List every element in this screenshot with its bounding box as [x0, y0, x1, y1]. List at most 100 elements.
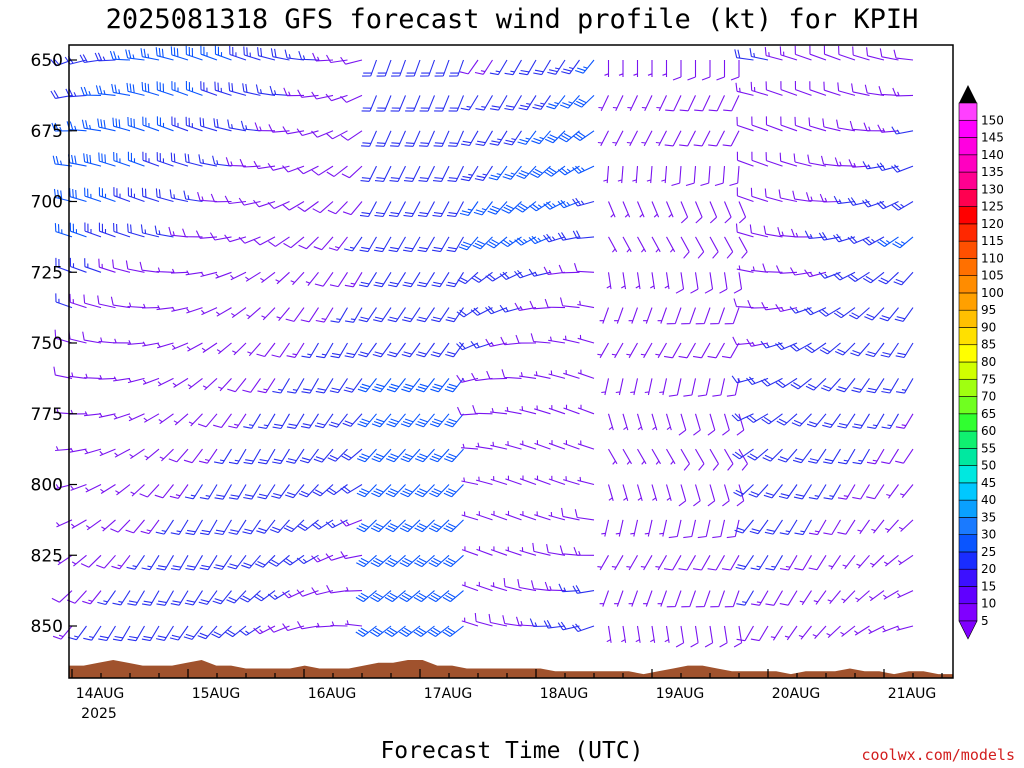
wind-barb — [169, 484, 189, 499]
wind-barb — [704, 272, 714, 294]
wind-barb — [461, 617, 479, 627]
wind-barb — [597, 555, 609, 571]
colorbar-label: 100 — [981, 286, 1004, 300]
wind-barb — [666, 236, 676, 253]
wind-barb — [51, 590, 73, 603]
wind-barb — [420, 59, 436, 77]
wind-barb — [228, 519, 247, 535]
wind-barb — [695, 590, 711, 608]
wind-barb — [305, 271, 319, 286]
wind-barb — [763, 225, 783, 238]
colorbar-label: 85 — [981, 338, 996, 352]
wind-barb — [200, 45, 218, 61]
wind-barb — [296, 589, 319, 597]
wind-barb — [866, 413, 885, 429]
wind-barb — [69, 222, 87, 238]
wind-barb — [622, 448, 632, 465]
colorbar-label: 75 — [981, 372, 996, 386]
wind-barb — [709, 236, 719, 259]
wind-barb — [376, 59, 392, 77]
wind-barb — [724, 448, 734, 471]
wind-barb — [447, 165, 464, 182]
wind-barb — [775, 341, 798, 351]
wind-barb — [195, 230, 218, 239]
wind-barb — [533, 59, 551, 76]
wind-barb — [430, 342, 450, 358]
wind-barb — [316, 342, 334, 359]
wind-barb — [678, 484, 687, 507]
x-axis: 14AUG 15AUG 16AUG 17AUG 18AUG 19AUG 20AUG 21AUG — [71, 669, 943, 702]
wind-barb — [80, 554, 102, 568]
wind-barb — [764, 47, 783, 61]
wind-barb — [572, 165, 595, 174]
wind-barb — [724, 590, 740, 608]
wind-barb — [388, 236, 406, 253]
wind-barb — [443, 484, 464, 498]
wind-barb — [432, 201, 450, 218]
wind-barb — [257, 413, 276, 429]
wind-barb — [489, 59, 508, 76]
wind-barb — [413, 590, 435, 603]
colorbar-segment — [958, 223, 978, 242]
wind-barb — [866, 448, 885, 465]
wind-barb — [111, 554, 131, 570]
wind-barb — [626, 555, 638, 571]
wind-barb — [501, 201, 522, 214]
wind-barb — [651, 413, 658, 431]
wind-barb — [671, 166, 682, 187]
wind-barb — [548, 405, 566, 415]
wind-barb — [69, 447, 87, 453]
wind-barb — [765, 590, 783, 606]
wind-barb — [311, 519, 334, 530]
wind-barb — [54, 223, 73, 238]
wind-barb — [276, 307, 290, 322]
wind-barb — [749, 224, 769, 238]
wind-barb — [287, 378, 305, 394]
wind-barb — [430, 378, 450, 393]
wind-barb — [127, 340, 145, 345]
wind-barb — [125, 260, 145, 273]
wind-barb — [340, 551, 363, 560]
wind-barb — [603, 166, 610, 184]
wind-barb — [597, 130, 609, 147]
y-tick-label: 700 — [31, 193, 63, 213]
wind-barb — [793, 153, 812, 167]
wind-barb — [185, 519, 203, 536]
wind-barb — [384, 590, 406, 603]
wind-barb — [98, 625, 116, 642]
wind-barb — [185, 116, 203, 132]
y-tick-label: 750 — [31, 334, 63, 354]
wind-barb — [311, 130, 334, 138]
wind-barb — [822, 118, 841, 132]
wind-barb — [794, 555, 812, 571]
wind-barb — [852, 46, 870, 61]
wind-barb — [326, 585, 348, 594]
wind-barb — [827, 590, 841, 605]
colorbar-segment — [958, 448, 978, 466]
wind-barb — [213, 448, 232, 465]
wind-barb — [185, 45, 203, 61]
wind-barb — [142, 116, 160, 132]
wind-barb — [230, 271, 247, 281]
wind-barb — [794, 519, 812, 536]
wind-barb — [97, 295, 116, 309]
wind-barb — [142, 590, 160, 606]
wind-barb — [156, 555, 174, 571]
colorbar: 5 10 15 20 25 30 35 40 45 50 55 60 65 70 75 80 85 90 95 100… — [958, 85, 1004, 640]
wind-barb — [257, 484, 276, 500]
wind-barb — [359, 236, 377, 253]
wind-barb — [282, 590, 305, 599]
wind-barb — [548, 511, 566, 521]
wind-barb — [666, 448, 676, 465]
wind-barb — [678, 555, 696, 571]
wind-barb — [572, 197, 595, 207]
wind-barb — [356, 448, 377, 463]
wind-barb — [834, 342, 856, 356]
wind-barb — [98, 187, 116, 203]
colorbar-label: 10 — [981, 597, 996, 611]
wind-barb — [546, 543, 566, 556]
wind-barb — [459, 201, 479, 217]
wind-barb — [433, 130, 450, 147]
wind-barb — [290, 271, 305, 286]
wind-barb — [448, 130, 465, 147]
